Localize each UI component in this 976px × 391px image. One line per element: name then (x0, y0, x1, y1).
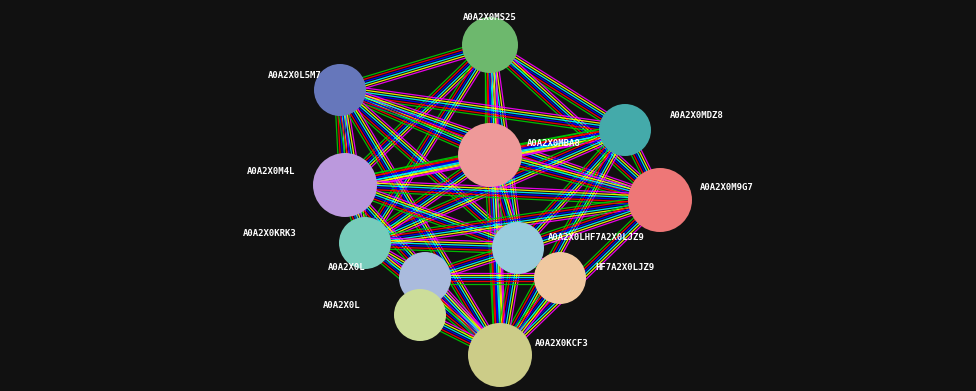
Text: A0A2X0MBA8: A0A2X0MBA8 (527, 138, 581, 147)
Text: A0A2X0L5M7: A0A2X0L5M7 (268, 70, 322, 79)
Text: A0A2X0KRK3: A0A2X0KRK3 (243, 228, 297, 237)
Circle shape (339, 217, 391, 269)
Text: A0A2X0MDZ8: A0A2X0MDZ8 (670, 111, 724, 120)
Text: HF7A2X0LJZ9: HF7A2X0LJZ9 (595, 264, 654, 273)
Circle shape (394, 289, 446, 341)
Circle shape (599, 104, 651, 156)
Text: A0A2X0M9G7: A0A2X0M9G7 (700, 183, 753, 192)
Text: A0A2X0L: A0A2X0L (327, 264, 365, 273)
Text: A0A2X0L: A0A2X0L (322, 301, 360, 310)
Text: A0A2X0KCF3: A0A2X0KCF3 (535, 339, 589, 348)
Circle shape (628, 168, 692, 232)
Text: A0A2X0LHF7A2X0LJZ9: A0A2X0LHF7A2X0LJZ9 (548, 233, 645, 242)
Text: A0A2X0M4L: A0A2X0M4L (247, 167, 295, 176)
Circle shape (468, 323, 532, 387)
Circle shape (462, 17, 518, 73)
Circle shape (399, 252, 451, 304)
Circle shape (313, 153, 377, 217)
Circle shape (314, 64, 366, 116)
Circle shape (534, 252, 586, 304)
Text: A0A2X0MS25: A0A2X0MS25 (464, 14, 517, 23)
Circle shape (492, 222, 544, 274)
Circle shape (458, 123, 522, 187)
